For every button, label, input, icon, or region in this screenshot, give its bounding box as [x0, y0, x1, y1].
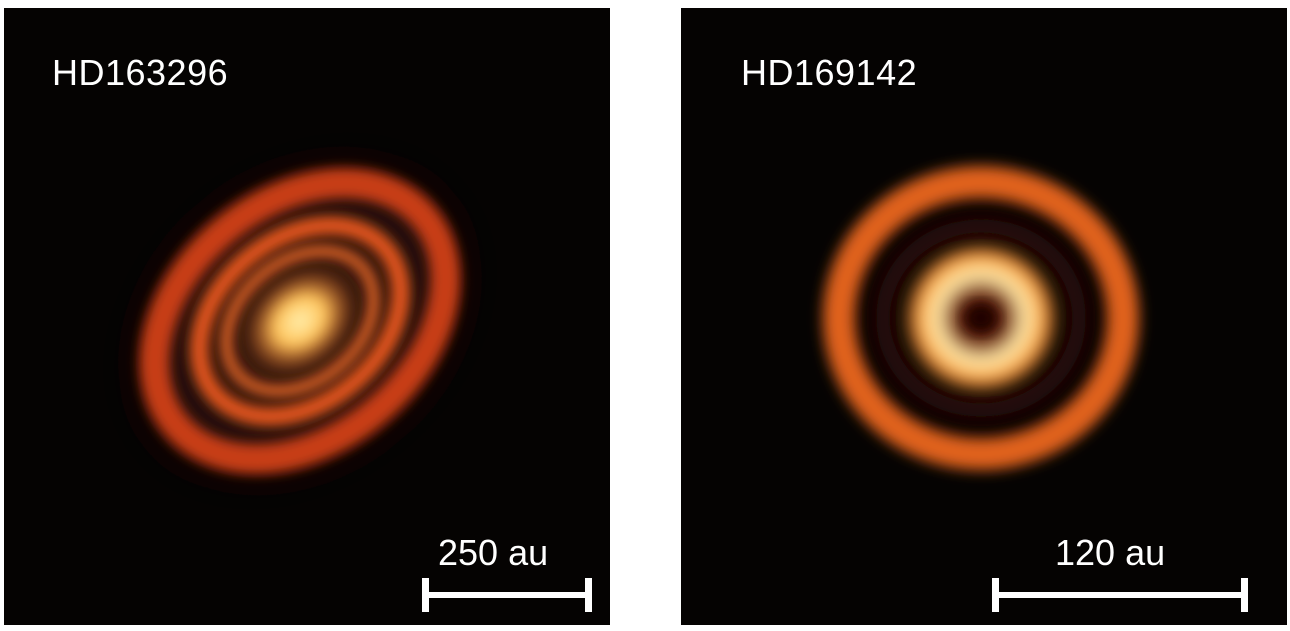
- scale-bar-label: 250 au: [438, 532, 549, 573]
- star-name-label: HD163296: [52, 52, 229, 93]
- scale-bar-tick-left: [422, 578, 429, 612]
- scale-bar-label: 120 au: [1055, 532, 1166, 573]
- scale-bar-tick-left: [992, 578, 999, 612]
- disk-image-hd163296: HD163296 250 au: [4, 8, 610, 625]
- scale-bar-line: [992, 592, 1248, 598]
- scale-bar-tick-right: [585, 578, 592, 612]
- disk-hd163296-graphic: [90, 121, 510, 521]
- disk-hd169142-graphic: [781, 128, 1181, 508]
- disk-image-hd169142: HD169142 120 au: [681, 8, 1287, 625]
- scale-bar-line: [422, 592, 592, 598]
- disk-hd163296-body: [90, 121, 510, 521]
- scale-bar: [422, 578, 592, 612]
- scale-bar: [992, 578, 1248, 612]
- star-name-label: HD169142: [741, 52, 918, 93]
- disk-hd169142-body: [781, 128, 1181, 508]
- scale-bar-tick-right: [1241, 578, 1248, 612]
